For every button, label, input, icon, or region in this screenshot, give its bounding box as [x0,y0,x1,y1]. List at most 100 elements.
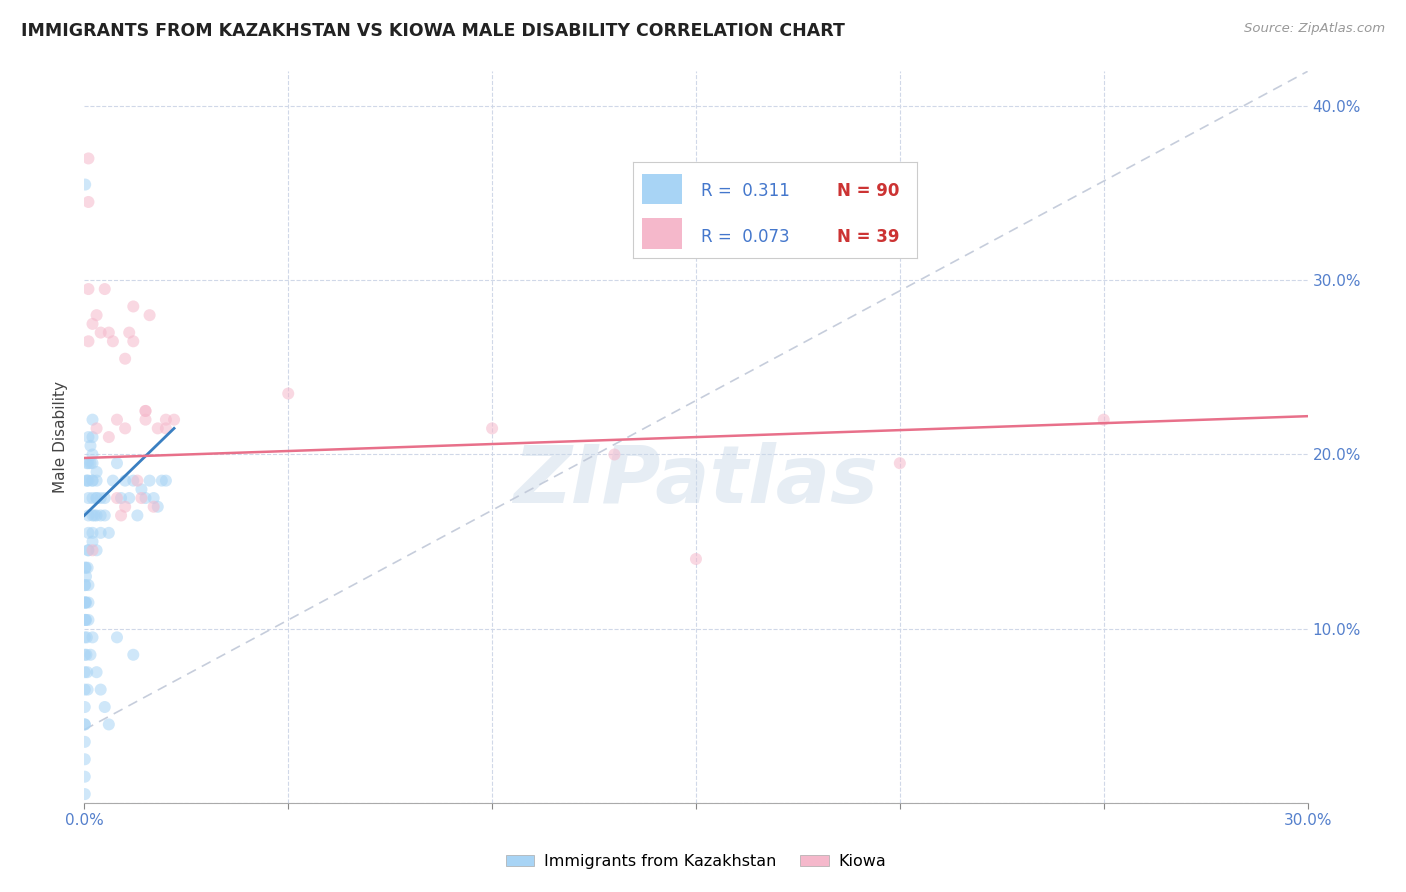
Point [75,595,97,609]
Point [1092,412,1115,426]
FancyBboxPatch shape [643,218,682,249]
Point [83,508,105,523]
Point [73,752,96,766]
Point [122,334,145,349]
Point [135,404,157,418]
Point [75,613,97,627]
Point [86,465,108,479]
Text: R =  0.073: R = 0.073 [702,227,790,245]
Point [146,421,169,435]
Point [93,282,115,296]
Point [90,682,112,697]
Point [82,631,104,645]
Point [77,508,100,523]
Point [86,308,108,322]
Point [82,430,104,444]
Point [138,474,160,488]
Point [122,300,145,314]
Point [73,717,96,731]
Point [101,334,124,349]
Point [73,665,96,680]
Point [114,500,136,514]
Point [86,474,108,488]
Point [73,735,96,749]
Point [77,525,100,540]
Point [75,178,97,192]
Point [73,648,96,662]
Point [105,631,128,645]
Point [77,543,100,558]
Point [77,491,100,505]
Point [77,578,100,592]
Point [82,474,104,488]
Text: IMMIGRANTS FROM KAZAKHSTAN VS KIOWA MALE DISABILITY CORRELATION CHART: IMMIGRANTS FROM KAZAKHSTAN VS KIOWA MALE… [21,22,845,40]
Text: R =  0.311: R = 0.311 [702,183,790,201]
Text: Source: ZipAtlas.com: Source: ZipAtlas.com [1244,22,1385,36]
Point [79,648,101,662]
Text: ZIPatlas: ZIPatlas [513,442,879,520]
Point [82,448,104,462]
Point [97,525,120,540]
Point [163,412,186,426]
Legend: Immigrants from Kazakhstan, Kiowa: Immigrants from Kazakhstan, Kiowa [499,847,893,875]
Point [75,595,97,609]
Point [79,456,101,470]
Point [127,474,149,488]
Point [82,491,104,505]
Point [122,474,145,488]
Point [77,456,100,470]
Point [481,421,503,435]
Point [155,421,177,435]
Point [82,456,104,470]
Point [76,474,98,488]
Point [155,412,177,426]
Point [75,613,97,627]
Point [76,560,98,574]
Point [603,448,626,462]
Point [150,474,173,488]
Point [77,613,100,627]
Point [73,595,96,609]
Point [127,508,149,523]
Point [75,474,97,488]
Point [79,439,101,453]
Text: N = 90: N = 90 [838,183,900,201]
Point [73,770,96,784]
Point [82,317,104,331]
Point [142,500,165,514]
Point [82,543,104,558]
Point [86,543,108,558]
Point [77,430,100,444]
Point [75,569,97,583]
Point [73,578,96,592]
Point [82,525,104,540]
Point [90,525,112,540]
Point [75,560,97,574]
Point [76,665,98,680]
Point [105,412,128,426]
Point [131,491,153,505]
Point [110,508,132,523]
Point [93,491,115,505]
Point [138,308,160,322]
Point [93,508,115,523]
Point [75,560,97,574]
Point [82,412,104,426]
FancyBboxPatch shape [643,174,682,204]
Point [76,682,98,697]
Point [135,404,157,418]
Point [86,421,108,435]
Point [82,534,104,549]
Point [155,474,177,488]
Point [86,665,108,680]
Point [277,386,299,401]
Point [135,491,157,505]
Point [73,717,96,731]
Point [114,351,136,366]
Point [114,474,136,488]
Point [75,578,97,592]
Point [86,508,108,523]
Point [105,491,128,505]
Point [73,631,96,645]
Point [122,648,145,662]
